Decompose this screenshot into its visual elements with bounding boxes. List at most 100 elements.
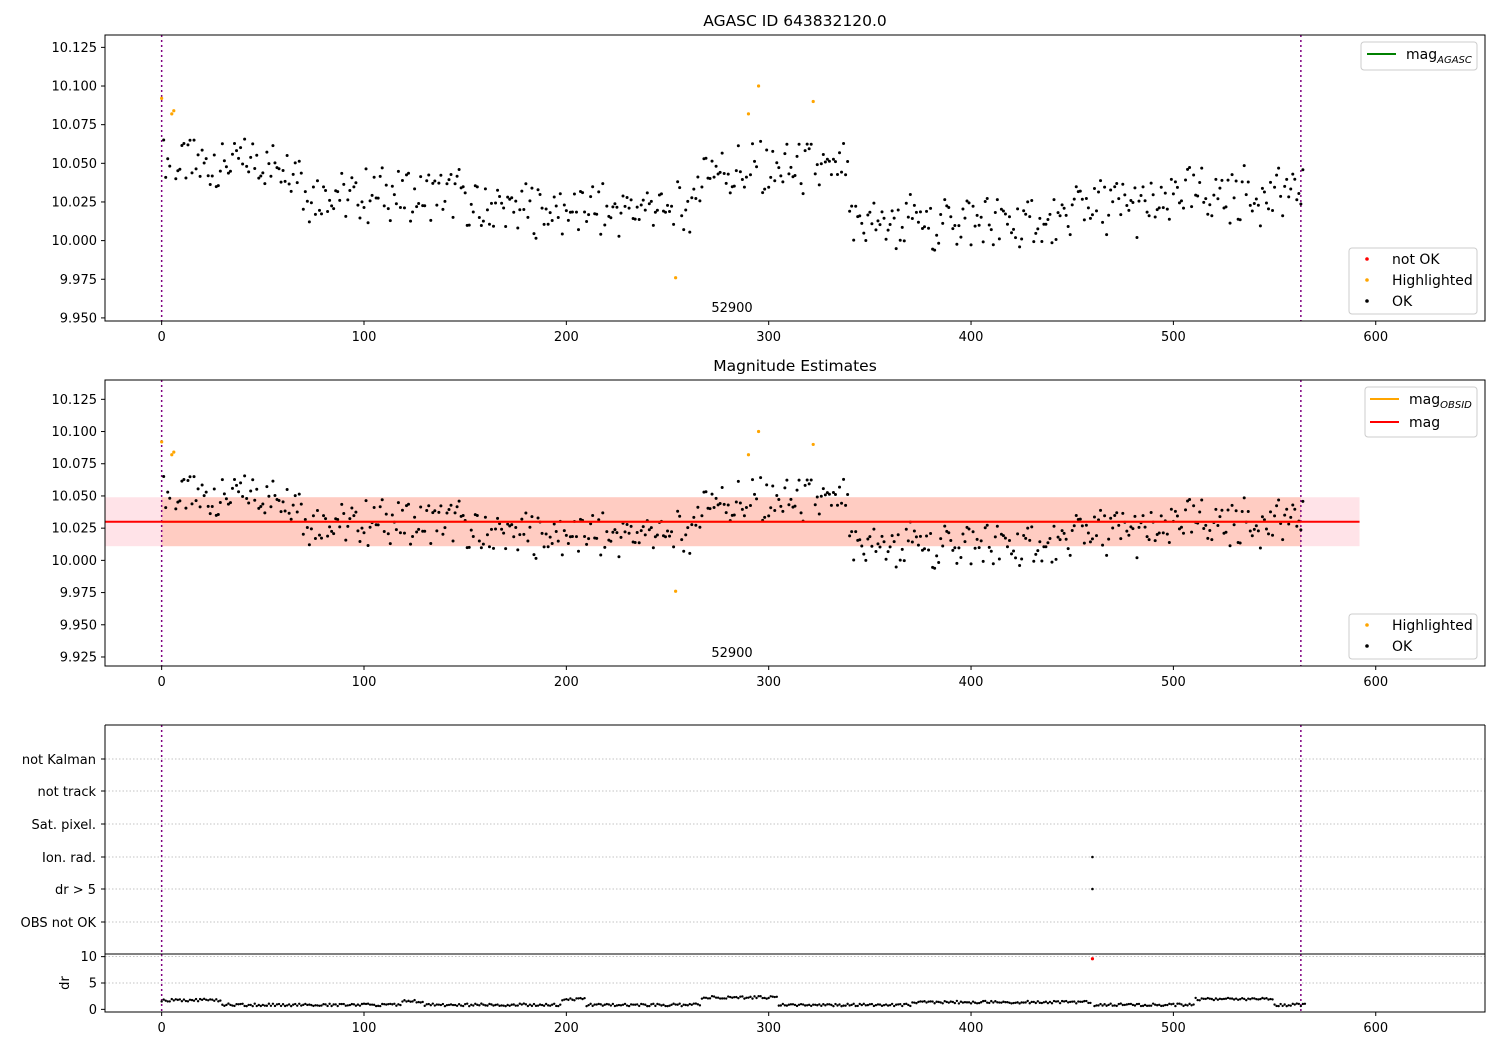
agasc-ok-point — [1153, 215, 1157, 219]
agasc-ok-point — [726, 172, 730, 176]
dr-point — [890, 1002, 894, 1006]
agasc-ok-point — [629, 198, 633, 202]
agasc-ok-point — [1007, 215, 1011, 219]
agasc-ok-point — [947, 206, 951, 210]
agasc-ok-point — [1084, 197, 1088, 201]
agasc-ok-point — [870, 222, 874, 226]
dr-point — [1230, 997, 1234, 1000]
magnitude-ok-point — [1218, 515, 1222, 519]
dr-point — [1125, 1003, 1129, 1006]
dr-point — [1273, 1003, 1276, 1006]
dr-point — [275, 1003, 279, 1006]
dr-point — [646, 1004, 649, 1008]
agasc-ok-point — [813, 172, 817, 176]
magnitude-ok-point — [690, 523, 694, 527]
agasc-ok-point — [1052, 198, 1056, 202]
agasc-ok-point — [404, 173, 408, 177]
agasc-ok-point — [712, 175, 716, 179]
magnitude-ok-point — [781, 509, 785, 513]
agasc-ok-point — [1028, 215, 1032, 219]
agasc-ok-point — [914, 210, 918, 214]
magnitude-xtick-label: 100 — [352, 675, 377, 690]
magnitude-ok-point — [744, 505, 748, 509]
agasc-highlighted-point — [160, 96, 164, 100]
dr-point — [403, 999, 406, 1002]
magnitude-ok-point — [1242, 496, 1246, 500]
magnitude-ok-point — [1157, 531, 1161, 535]
agasc-ok-point — [1020, 237, 1024, 241]
magnitude-ok-point — [880, 534, 884, 538]
magnitude-ok-point — [742, 514, 746, 518]
dr-point — [1105, 1004, 1108, 1007]
magnitude-ok-point — [599, 553, 603, 557]
agasc-ok-point — [1182, 206, 1186, 210]
agasc-ok-point — [1111, 200, 1115, 204]
magnitude-ok-point — [326, 534, 330, 538]
magnitude-ok-point — [969, 562, 973, 566]
dr-point — [623, 1002, 627, 1006]
magnitude-ok-point — [858, 538, 862, 542]
magnitude-ok-point — [267, 494, 271, 498]
magnitude-ok-point — [241, 494, 245, 498]
magnitude-ok-point — [247, 501, 251, 505]
magnitude-ok-point — [263, 511, 267, 515]
agasc-ok-point — [1119, 213, 1123, 217]
agasc-xtick-label: 600 — [1363, 330, 1388, 345]
magnitude-legend-label: OK — [1392, 639, 1413, 655]
magnitude-ok-point — [202, 494, 206, 498]
agasc-ok-point — [322, 185, 326, 189]
agasc-ok-point — [376, 196, 380, 200]
magnitude-ok-point — [910, 540, 914, 544]
dr-point — [182, 998, 186, 1001]
magnitude-ok-point — [927, 548, 931, 552]
dr-point — [300, 1004, 303, 1007]
flag-category-label: Ion. rad. — [42, 851, 96, 866]
dr-point — [1095, 1004, 1098, 1007]
agasc-ok-point — [546, 222, 550, 226]
dr-point — [690, 1003, 694, 1006]
agasc-ok-point — [407, 171, 411, 175]
dr-point — [953, 1001, 957, 1005]
magnitude-ok-point — [180, 479, 184, 483]
dr-point — [783, 1004, 787, 1007]
magnitude-ok-point — [862, 552, 866, 556]
agasc-ok-point — [1200, 166, 1204, 170]
magnitude-ok-point — [552, 522, 556, 526]
dr-point — [1099, 1002, 1102, 1006]
magnitude-ok-point — [1232, 523, 1236, 527]
dr-point — [1119, 1002, 1122, 1005]
dr-point — [686, 1004, 689, 1007]
magnitude-ok-point — [413, 515, 417, 519]
agasc-ok-point — [502, 206, 506, 210]
magnitude-ok-point — [872, 527, 876, 531]
agasc-ok-point — [848, 209, 852, 213]
magnitude-ok-point — [589, 522, 593, 526]
agasc-ok-point — [441, 207, 445, 211]
dr-point — [308, 1003, 311, 1006]
magnitude-ok-point — [1287, 522, 1291, 526]
magnitude-ok-point — [860, 544, 864, 548]
dr-point — [569, 997, 572, 1000]
agasc-ok-point — [200, 148, 204, 152]
agasc-ok-point — [528, 199, 532, 203]
dr-point — [219, 999, 222, 1002]
agasc-ok-point — [303, 190, 307, 194]
dr-point — [704, 996, 708, 999]
agasc-ytick-label: 10.075 — [52, 118, 98, 133]
magnitude-ok-point — [1246, 509, 1250, 513]
magnitude-ok-point — [668, 534, 672, 538]
dr-point — [986, 1001, 989, 1004]
magnitude-ok-point — [409, 542, 413, 546]
magnitude-ok-point — [380, 498, 384, 502]
agasc-ok-point — [1127, 208, 1131, 212]
magnitude-ok-point — [1141, 514, 1145, 518]
agasc-ok-point — [366, 221, 370, 225]
dr-point — [955, 999, 959, 1003]
magnitude-highlighted-point — [746, 453, 751, 457]
magnitude-ok-point — [417, 527, 421, 531]
magnitude-ok-point — [1078, 517, 1082, 521]
agasc-ok-point — [937, 241, 941, 245]
dr-point — [269, 1004, 273, 1007]
dr-point — [1018, 1002, 1021, 1005]
magnitude-ok-point — [937, 561, 941, 565]
